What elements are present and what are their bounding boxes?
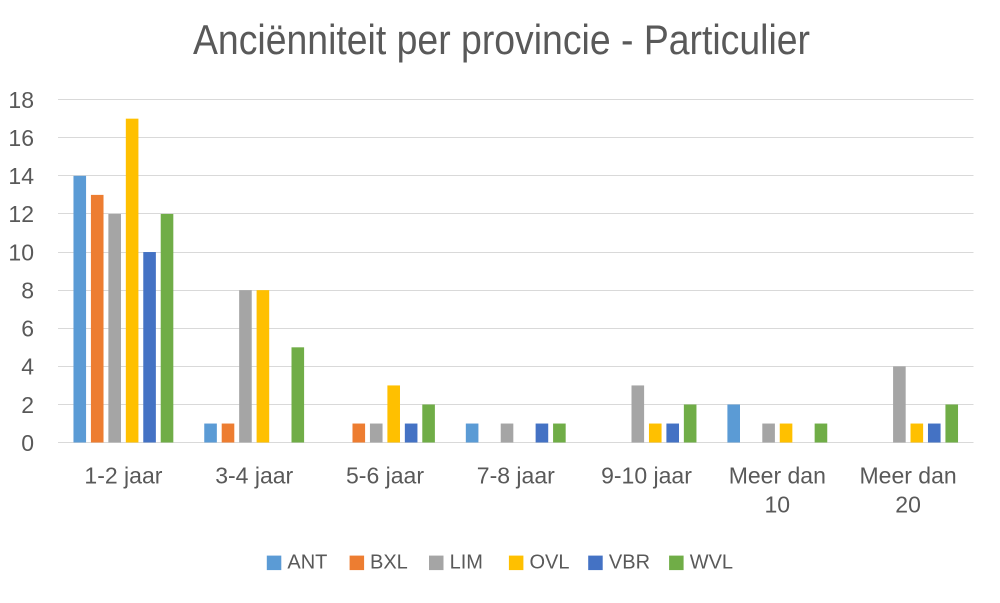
svg-text:BXL: BXL [370, 551, 408, 573]
svg-text:5-6 jaar: 5-6 jaar [346, 463, 424, 489]
svg-text:8: 8 [21, 278, 34, 304]
svg-text:10: 10 [765, 492, 791, 518]
svg-text:LIM: LIM [450, 551, 483, 573]
svg-text:3-4 jaar: 3-4 jaar [215, 463, 293, 489]
svg-text:ANT: ANT [287, 551, 327, 573]
svg-text:6: 6 [21, 316, 34, 342]
svg-text:4: 4 [21, 354, 34, 380]
svg-text:VBR: VBR [609, 551, 650, 573]
svg-text:Meer dan: Meer dan [860, 463, 957, 489]
svg-text:2: 2 [21, 392, 34, 418]
svg-text:Anciënniteit per provincie - P: Anciënniteit per provincie - Particulier [193, 16, 810, 63]
svg-text:9-10 jaar: 9-10 jaar [601, 463, 692, 489]
svg-text:OVL: OVL [530, 551, 570, 573]
svg-text:Meer dan: Meer dan [729, 463, 826, 489]
svg-text:16: 16 [8, 125, 34, 151]
svg-text:10: 10 [8, 239, 34, 265]
svg-text:7-8 jaar: 7-8 jaar [477, 463, 555, 489]
svg-text:1-2 jaar: 1-2 jaar [84, 463, 162, 489]
svg-text:12: 12 [8, 201, 34, 227]
svg-text:20: 20 [895, 492, 921, 518]
svg-text:18: 18 [8, 87, 34, 113]
svg-text:0: 0 [21, 430, 34, 456]
svg-text:14: 14 [8, 163, 34, 189]
svg-text:WVL: WVL [690, 551, 733, 573]
